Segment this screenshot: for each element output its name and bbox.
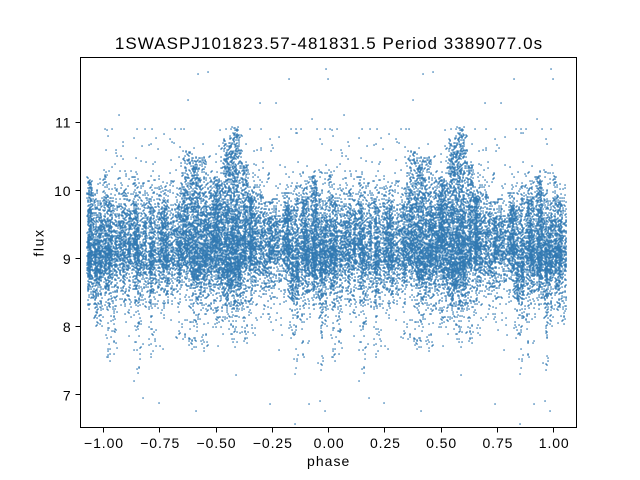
svg-text:0.50: 0.50 <box>426 435 457 451</box>
svg-text:phase: phase <box>307 453 350 469</box>
svg-text:10: 10 <box>54 183 71 199</box>
svg-text:8: 8 <box>63 319 72 335</box>
svg-text:1SWASPJ101823.57-481831.5 Peri: 1SWASPJ101823.57-481831.5 Period 3389077… <box>115 34 543 53</box>
svg-text:flux: flux <box>31 228 47 256</box>
svg-text:−0.25: −0.25 <box>253 435 293 451</box>
svg-text:1.00: 1.00 <box>539 435 570 451</box>
svg-text:0.00: 0.00 <box>314 435 345 451</box>
svg-text:7: 7 <box>63 388 72 404</box>
svg-text:−0.75: −0.75 <box>140 435 180 451</box>
svg-text:0.75: 0.75 <box>482 435 513 451</box>
svg-text:0.25: 0.25 <box>370 435 401 451</box>
svg-text:−1.00: −1.00 <box>84 435 124 451</box>
svg-text:9: 9 <box>63 251 72 267</box>
svg-text:−0.50: −0.50 <box>197 435 237 451</box>
svg-text:11: 11 <box>55 115 71 131</box>
